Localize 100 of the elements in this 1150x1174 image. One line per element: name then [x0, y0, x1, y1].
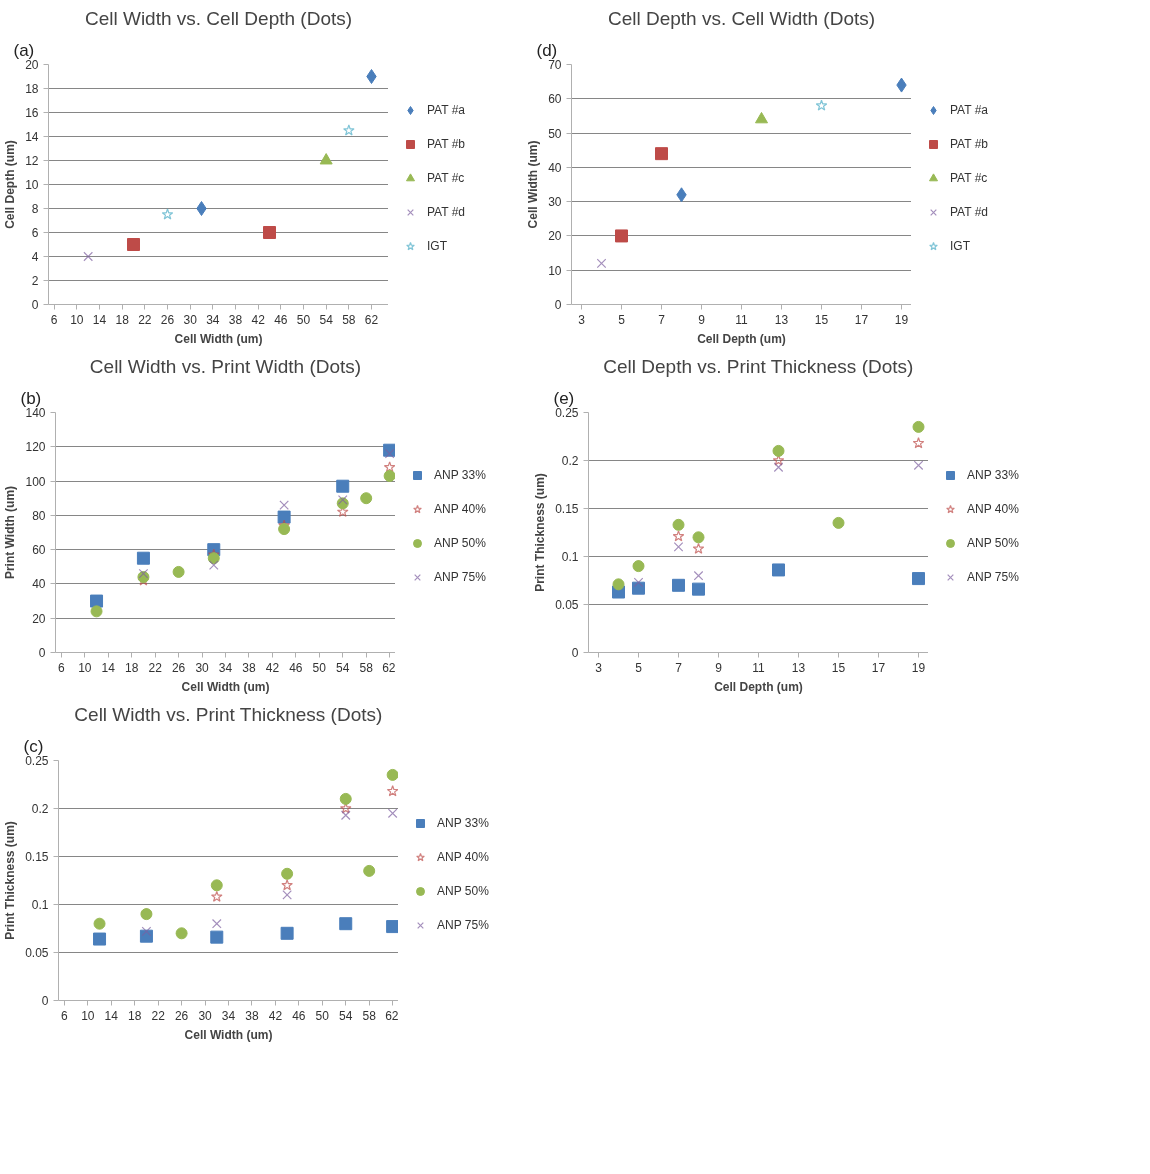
y-tick-label: 20 — [25, 58, 39, 72]
y-tick-label: 100 — [25, 474, 46, 489]
y-tick-label: 0.1 — [31, 898, 49, 912]
x-tick-label: 42 — [251, 312, 266, 327]
legend-label: ANP 50% — [434, 535, 486, 550]
x-tick-label: 14 — [104, 1008, 119, 1023]
y-tick-label: 40 — [548, 160, 562, 175]
legend-label: ANP 40% — [437, 849, 489, 864]
legend-label: PAT #a — [950, 102, 989, 117]
x-tick-label: 50 — [315, 1008, 330, 1023]
x-axis-title: Cell Width (um) — [181, 679, 270, 694]
y-tick-label: 4 — [31, 250, 39, 264]
x-tick-label: 10 — [70, 312, 84, 327]
y-tick-label: 0 — [554, 298, 562, 312]
legend-label: ANP 33% — [437, 815, 489, 830]
y-tick-label: 18 — [25, 82, 39, 96]
x-tick-label: 46 — [292, 1008, 306, 1023]
y-tick-label: 0.1 — [561, 550, 579, 564]
legend-label: ANP 40% — [967, 501, 1019, 516]
x-tick-label: 54 — [336, 660, 350, 675]
legend-label: PAT #d — [427, 204, 466, 219]
x-tick-label: 54 — [339, 1008, 353, 1023]
x-tick-label: 26 — [174, 1008, 189, 1023]
y-axis-title: Cell Depth (um) — [3, 140, 18, 229]
x-tick-label: 9 — [715, 660, 723, 675]
legend-label: ANP 75% — [434, 569, 486, 584]
x-tick-label: 14 — [92, 312, 107, 327]
chart-title: Cell Width vs. Print Width (Dots) — [89, 355, 362, 377]
x-tick-label: 62 — [385, 1008, 399, 1023]
x-tick-label: 3 — [595, 660, 603, 675]
x-axis-title: Cell Width (um) — [174, 331, 263, 346]
legend-label: PAT #c — [950, 170, 988, 185]
x-tick-label: 9 — [698, 312, 706, 327]
y-tick-label: 16 — [25, 106, 39, 120]
x-tick-label: 42 — [268, 1008, 283, 1023]
y-axis-title: Print Width (um) — [3, 485, 18, 580]
x-tick-label: 13 — [791, 660, 806, 675]
x-tick-label: 18 — [115, 312, 130, 327]
x-tick-label: 7 — [675, 660, 683, 675]
y-tick-label: 40 — [32, 577, 46, 592]
y-tick-label: 8 — [31, 202, 39, 216]
chart-title: Cell Depth vs. Print Thickness (Dots) — [603, 355, 914, 377]
x-tick-label: 34 — [221, 1008, 236, 1023]
y-tick-label: 30 — [548, 195, 562, 210]
x-axis-title: Cell Width (um) — [184, 1027, 273, 1042]
y-tick-label: 60 — [32, 543, 46, 558]
y-tick-label: 10 — [25, 178, 39, 192]
text: (b) — [20, 388, 42, 408]
legend-label: PAT #c — [427, 170, 465, 185]
y-tick-label: 0.15 — [25, 850, 49, 864]
x-tick-label: 11 — [735, 312, 749, 327]
legend-label: ANP 33% — [967, 467, 1019, 482]
y-tick-label: 10 — [548, 263, 562, 278]
y-tick-label: 80 — [32, 508, 46, 523]
x-tick-label: 19 — [894, 312, 909, 327]
x-tick-label: 62 — [382, 660, 396, 675]
x-tick-label: 18 — [128, 1008, 142, 1023]
x-tick-label: 17 — [871, 660, 886, 675]
y-tick-label: 12 — [25, 154, 39, 168]
x-tick-label: 26 — [171, 660, 186, 675]
legend-label: ANP 75% — [437, 917, 489, 932]
x-tick-label: 19 — [911, 660, 926, 675]
y-tick-label: 0 — [571, 646, 579, 660]
legend-label: PAT #a — [427, 102, 466, 117]
text: (c) — [23, 736, 44, 756]
legend-label: ANP 50% — [437, 883, 489, 898]
x-tick-label: 34 — [206, 312, 220, 327]
x-tick-label: 22 — [151, 1008, 166, 1023]
legend-label: PAT #d — [950, 204, 989, 219]
legend-label: ANP 75% — [967, 569, 1019, 584]
x-tick-label: 22 — [138, 312, 152, 327]
x-axis-title: Cell Depth (um) — [714, 679, 803, 694]
legend-label: IGT — [950, 238, 970, 253]
y-tick-label: 0.2 — [561, 454, 579, 468]
x-tick-label: 7 — [658, 312, 666, 327]
x-tick-label: 54 — [319, 312, 334, 327]
y-tick-label: 50 — [548, 126, 562, 141]
x-tick-label: 58 — [362, 1008, 377, 1023]
x-tick-label: 10 — [78, 660, 92, 675]
x-tick-label: 38 — [228, 312, 243, 327]
x-tick-label: 38 — [245, 1008, 259, 1023]
x-tick-label: 6 — [61, 1008, 69, 1023]
x-tick-label: 10 — [81, 1008, 95, 1023]
x-tick-label: 38 — [242, 660, 256, 675]
x-tick-label: 17 — [854, 312, 869, 327]
text: (d) — [536, 40, 558, 60]
y-tick-label: 0 — [31, 298, 39, 312]
x-tick-label: 34 — [218, 660, 233, 675]
y-tick-label: 20 — [548, 229, 562, 244]
x-tick-label: 11 — [752, 660, 766, 675]
x-tick-label: 22 — [148, 660, 163, 675]
y-tick-label: 2 — [31, 274, 39, 288]
y-tick-label: 0 — [38, 646, 46, 660]
x-tick-label: 15 — [814, 312, 829, 327]
legend-label: IGT — [427, 238, 447, 253]
x-tick-label: 30 — [195, 660, 210, 675]
y-tick-label: 140 — [25, 406, 46, 420]
x-tick-label: 30 — [198, 1008, 213, 1023]
x-tick-label: 58 — [359, 660, 374, 675]
x-tick-label: 42 — [265, 660, 280, 675]
